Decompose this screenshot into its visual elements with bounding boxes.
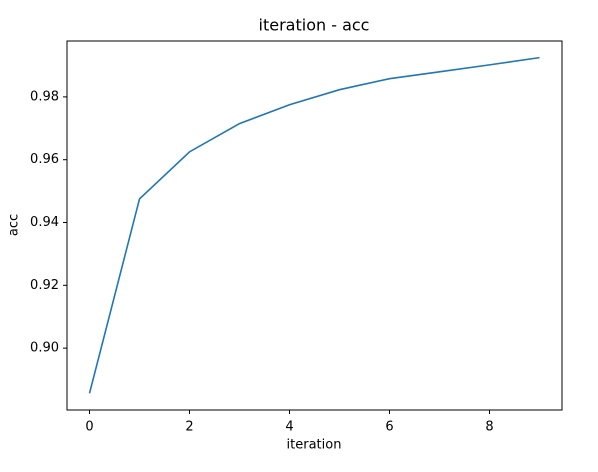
plot-frame bbox=[66, 40, 563, 411]
x-tick-label: 4 bbox=[285, 420, 293, 435]
x-tick-label: 6 bbox=[385, 420, 393, 435]
chart-title: iteration - acc bbox=[259, 16, 370, 35]
y-tick-label: 0.96 bbox=[30, 152, 59, 167]
x-tick-label: 0 bbox=[85, 420, 93, 435]
x-tick-label: 8 bbox=[485, 420, 493, 435]
y-axis-label: acc bbox=[7, 214, 22, 236]
y-tick-label: 0.92 bbox=[30, 278, 59, 293]
y-tick-label: 0.98 bbox=[30, 89, 59, 104]
data-line bbox=[88, 56, 540, 394]
x-tick-label: 2 bbox=[185, 420, 193, 435]
y-tick-label: 0.94 bbox=[30, 215, 59, 230]
y-tick-label: 0.90 bbox=[30, 341, 59, 356]
x-axis-label: iteration bbox=[287, 438, 342, 453]
